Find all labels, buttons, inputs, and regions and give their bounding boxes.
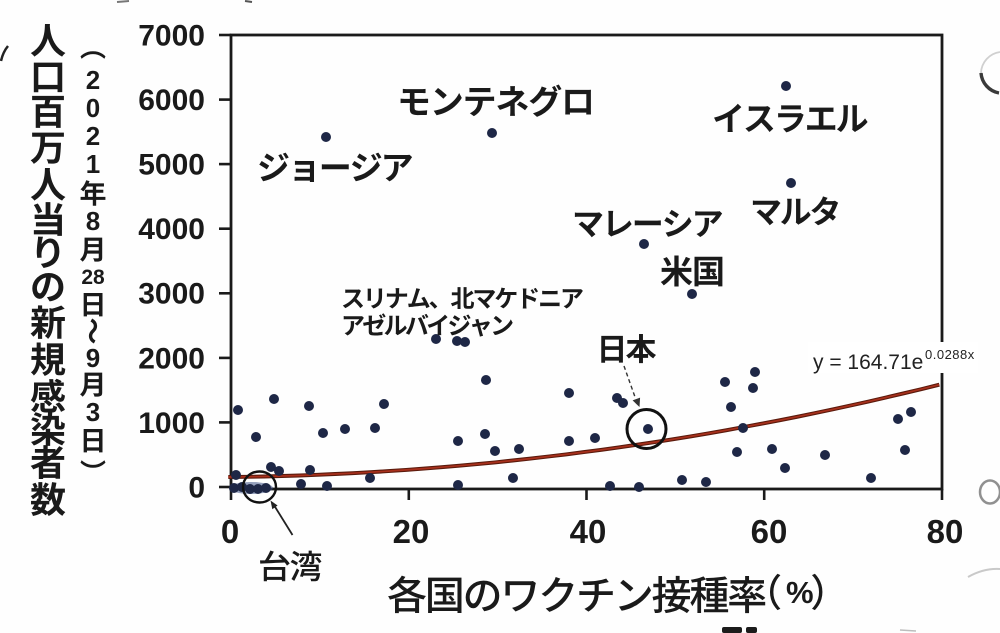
svg-text:28: 28 — [81, 266, 105, 289]
svg-text:5000: 5000 — [138, 149, 205, 182]
svg-text:20: 20 — [393, 513, 430, 550]
svg-text:0.0288x: 0.0288x — [925, 347, 975, 362]
svg-text:0: 0 — [188, 471, 205, 504]
svg-text:y = 164.71e: y = 164.71e — [813, 351, 923, 374]
svg-text:8: 8 — [86, 206, 100, 236]
svg-text:60: 60 — [751, 513, 788, 550]
svg-text:9: 9 — [86, 343, 100, 373]
svg-text:2: 2 — [86, 121, 100, 151]
svg-text:1: 1 — [86, 149, 100, 179]
svg-text:80: 80 — [927, 513, 964, 550]
svg-text:2000: 2000 — [138, 342, 205, 375]
svg-text:3: 3 — [86, 397, 100, 427]
svg-text:0: 0 — [221, 513, 239, 550]
svg-text:3000: 3000 — [138, 278, 205, 311]
svg-text:4000: 4000 — [138, 213, 205, 246]
svg-text:40: 40 — [570, 513, 607, 550]
svg-text:2: 2 — [86, 65, 100, 95]
svg-text:%: % — [786, 575, 814, 610]
svg-text:6000: 6000 — [138, 84, 205, 117]
svg-text:1000: 1000 — [138, 407, 205, 440]
svg-text:7000: 7000 — [138, 19, 205, 52]
svg-text:0: 0 — [86, 93, 100, 123]
